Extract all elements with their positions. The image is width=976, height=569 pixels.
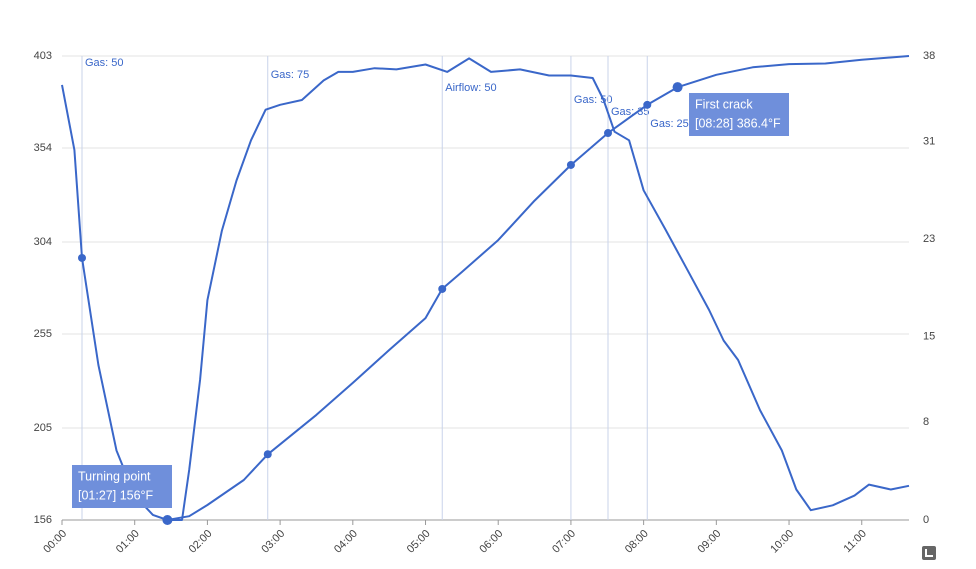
y-tick-label: 304	[34, 236, 52, 248]
annotation-box	[72, 465, 172, 508]
y-tick-label: 255	[34, 328, 52, 340]
x-tick-label: 01:00	[114, 528, 142, 556]
event-point	[77, 253, 86, 262]
annotation: Turning point [01:27] 156°F	[72, 465, 172, 508]
y2-tick-label: 23	[923, 233, 935, 245]
annotation-text: [08:28] 386.4°F	[695, 116, 781, 130]
y2-tick-label: 0	[923, 514, 929, 526]
annotation-point	[672, 82, 683, 93]
annotation-title: Turning point	[78, 469, 151, 483]
y-tick-label: 205	[34, 422, 52, 434]
logo	[922, 546, 936, 560]
y-tick-label: 403	[34, 50, 52, 62]
x-tick-label: 11:00	[842, 528, 869, 555]
event-label: Gas: 75	[271, 69, 310, 81]
event-point	[604, 129, 613, 138]
x-tick-label: 09:00	[696, 528, 724, 556]
y-tick-label: 354	[34, 142, 52, 154]
x-tick-label: 08:00	[623, 528, 651, 556]
x-tick-label: 05:00	[405, 528, 433, 556]
annotation-box	[689, 93, 789, 136]
x-tick-label: 06:00	[477, 528, 505, 556]
annotation: First crack [08:28] 386.4°F	[689, 93, 789, 136]
event-point	[438, 284, 447, 293]
event-label: Gas: 50	[85, 57, 124, 69]
x-tick-label: 10:00	[768, 528, 796, 556]
event-label: Gas: 50	[574, 94, 613, 106]
y2-tick-label: 15	[923, 331, 935, 343]
event-label: Airflow: 50	[445, 82, 496, 94]
annotation-text: [01:27] 156°F	[78, 488, 154, 502]
event-point	[643, 100, 652, 109]
y2-tick-label: 38	[923, 50, 935, 62]
annotation-title: First crack	[695, 97, 753, 111]
x-tick-label: 07:00	[550, 528, 578, 556]
event-point	[263, 450, 272, 459]
event-point	[566, 160, 575, 169]
x-tick-label: 02:00	[187, 528, 215, 556]
x-tick-label: 03:00	[259, 528, 287, 556]
series-line	[171, 57, 910, 521]
x-tick-label: 04:00	[332, 528, 360, 556]
y2-tick-label: 8	[923, 416, 929, 428]
y2-tick-label: 31	[923, 135, 935, 147]
y-tick-label: 156	[34, 514, 52, 526]
x-tick-label: 00:00	[41, 528, 69, 556]
event-label: Gas: 25	[650, 118, 689, 130]
annotation-point	[162, 515, 173, 525]
